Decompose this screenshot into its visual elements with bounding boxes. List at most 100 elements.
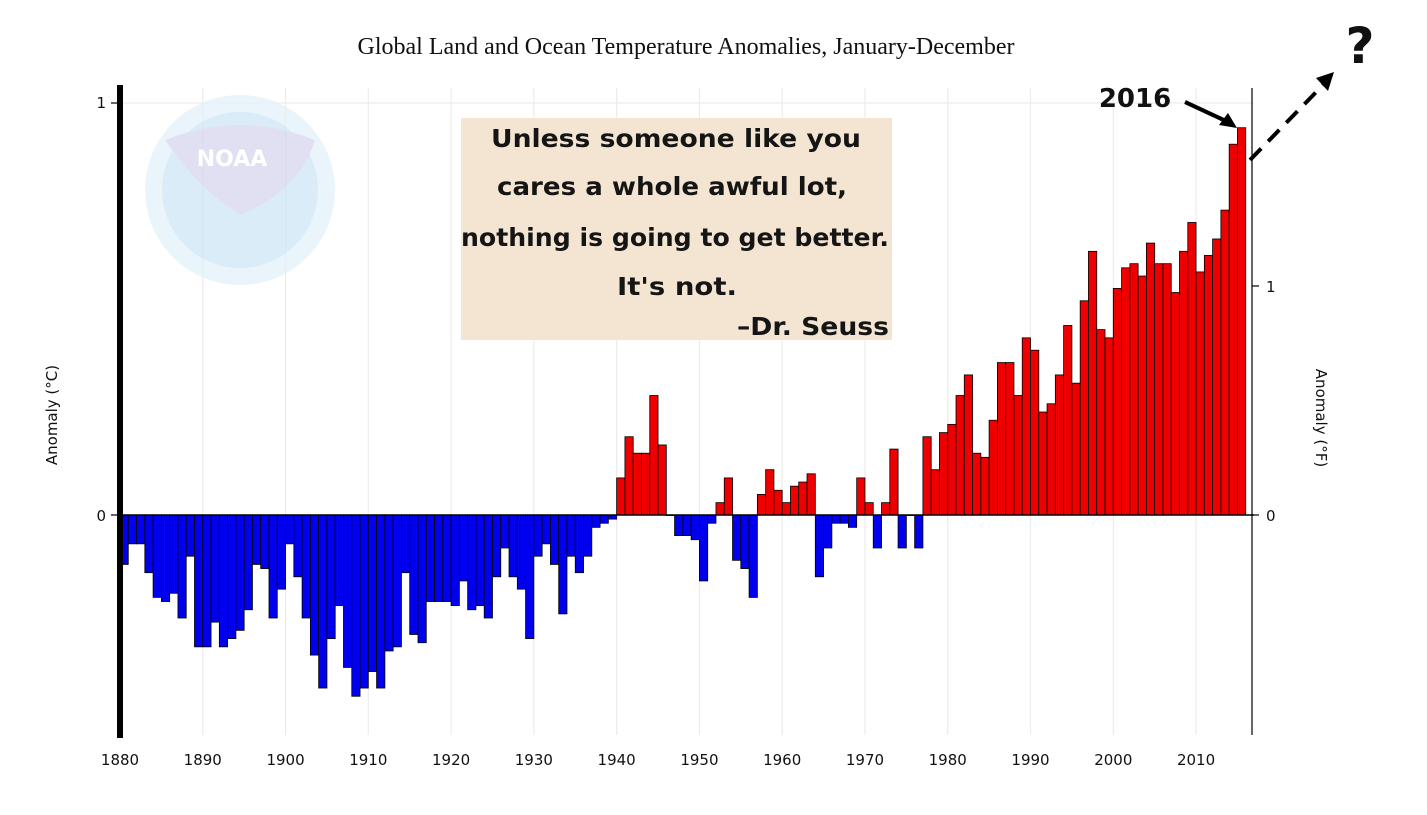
bar-1981 (955, 395, 965, 516)
bar-1925 (492, 514, 502, 578)
bar-1923 (475, 514, 485, 607)
bar-1895 (243, 514, 253, 611)
bar-1927 (508, 514, 518, 578)
bar-1919 (442, 514, 452, 602)
quote-author: –Dr. Seuss (737, 312, 889, 341)
bar-2013 (1220, 209, 1230, 516)
bar-2011 (1203, 255, 1214, 516)
bar-1890 (202, 514, 212, 648)
bar-2000 (1112, 287, 1122, 516)
quote-line-2: cares a whole awful lot, (497, 172, 847, 201)
bar-1893 (227, 514, 237, 639)
bar-1997 (1088, 250, 1098, 516)
bar-2005 (1154, 263, 1164, 516)
bar-1907 (343, 514, 353, 668)
bar-1963 (806, 473, 816, 516)
bar-1892 (218, 514, 229, 648)
bar-1979 (939, 432, 949, 516)
bar-1885 (160, 514, 171, 602)
bar-1953 (723, 477, 733, 516)
bar-1930 (533, 514, 543, 557)
bar-1995 (1071, 382, 1081, 516)
bar-2008 (1179, 250, 1189, 516)
bar-1912 (384, 514, 394, 652)
bar-1882 (136, 514, 146, 545)
bar-1967 (839, 514, 849, 524)
bar-1900 (285, 514, 295, 545)
bar-1929 (525, 514, 535, 639)
bar-1951 (707, 514, 717, 524)
bar-1884 (152, 514, 162, 598)
bar-1949 (690, 514, 700, 541)
x-tick-label-1890: 1890 (184, 751, 222, 769)
bar-1961 (790, 485, 800, 516)
bar-1985 (988, 419, 998, 516)
bar-1922 (467, 514, 477, 611)
x-tick-label-1980: 1980 (929, 751, 967, 769)
bars (119, 127, 1247, 697)
quote-line-3: nothing is going to get better. (461, 223, 889, 252)
bar-1905 (326, 514, 336, 639)
bar-1994 (1063, 325, 1073, 516)
bar-1908 (351, 514, 361, 697)
bar-1971 (872, 514, 882, 549)
bar-1891 (210, 514, 220, 623)
bar-2003 (1137, 275, 1147, 516)
bar-1957 (756, 493, 767, 516)
bar-1909 (359, 514, 369, 689)
right-axis-label: Anomaly (°F) (1312, 369, 1330, 467)
bar-1881 (127, 514, 137, 545)
bar-1962 (798, 481, 808, 516)
quote-background (461, 118, 892, 340)
bar-1948 (682, 514, 692, 537)
bar-1964 (814, 514, 824, 578)
bar-1984 (980, 456, 990, 516)
projection-arrow-shaft (1248, 81, 1327, 162)
noaa-logo: NOAA (145, 95, 335, 285)
bar-1976 (914, 514, 924, 549)
bar-1943 (641, 452, 651, 516)
x-tick-label-1900: 1900 (266, 751, 304, 769)
bar-1934 (566, 514, 576, 557)
bar-1932 (550, 514, 560, 565)
bar-1926 (500, 514, 510, 549)
bar-2014 (1228, 143, 1238, 516)
bar-1897 (260, 514, 270, 569)
bar-1921 (458, 514, 469, 582)
bar-1945 (657, 444, 667, 516)
bar-1917 (425, 514, 435, 602)
bar-1999 (1104, 337, 1114, 516)
bar-1952 (715, 502, 725, 516)
bar-1989 (1021, 337, 1031, 516)
bar-1996 (1079, 300, 1089, 516)
bar-1910 (367, 514, 378, 672)
x-tick-label-1880: 1880 (101, 751, 139, 769)
bar-1933 (558, 514, 568, 615)
bar-1987 (1005, 362, 1015, 516)
bar-1990 (1030, 349, 1040, 516)
bar-2001 (1121, 267, 1131, 516)
bar-1914 (401, 514, 411, 574)
x-tick-label-1940: 1940 (598, 751, 636, 769)
bar-1928 (516, 514, 526, 590)
bar-1916 (417, 514, 427, 644)
bar-2004 (1145, 242, 1156, 516)
bar-1959 (773, 489, 783, 516)
x-tick-labels: 1880 1890 1900 1910 1920 1930 1940 1950 1960 1970… (101, 751, 1215, 769)
right-tick-label-0: 0 (1266, 507, 1276, 525)
bar-1904 (318, 514, 328, 689)
bar-1936 (583, 514, 593, 557)
bar-1937 (591, 514, 601, 528)
bar-1899 (276, 514, 286, 590)
bar-1913 (392, 514, 402, 648)
left-axis-label: Anomaly (°C) (43, 365, 61, 465)
bar-1889 (194, 514, 204, 648)
x-tick-label-1990: 1990 (1011, 751, 1049, 769)
bar-1993 (1054, 374, 1065, 516)
bar-1966 (831, 514, 841, 524)
bar-1982 (963, 374, 973, 516)
bar-1972 (881, 502, 891, 516)
bar-1965 (823, 514, 833, 549)
bar-1974 (897, 514, 907, 549)
bar-1894 (235, 514, 245, 631)
